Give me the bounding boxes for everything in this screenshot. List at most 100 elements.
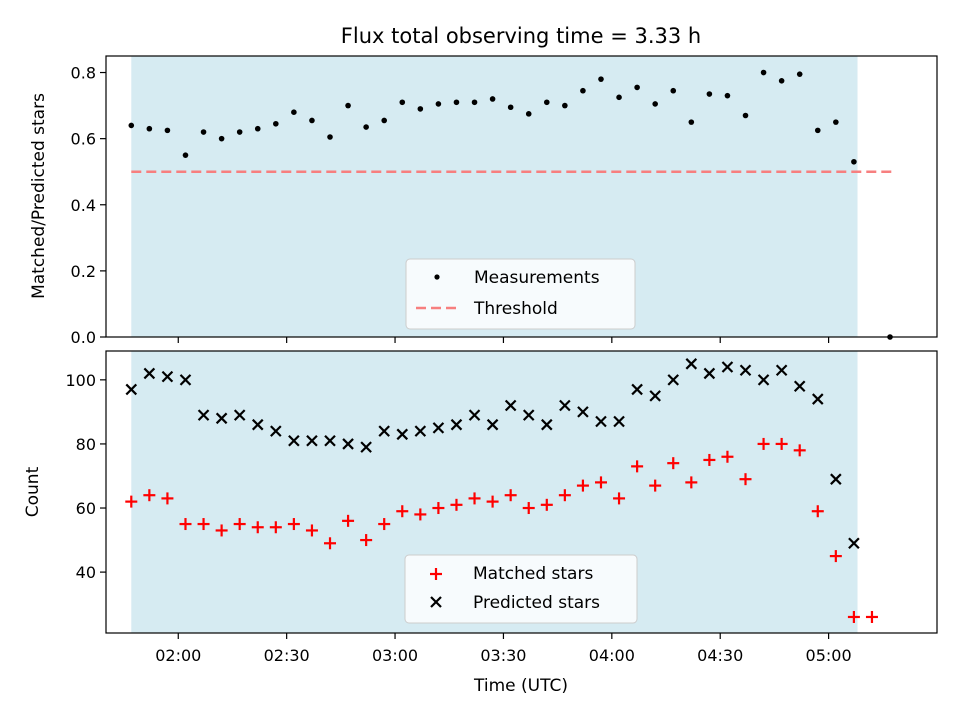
matched-star-point xyxy=(811,505,824,518)
matched-star-point xyxy=(613,492,626,505)
measurement-point xyxy=(182,152,189,158)
measurement-point xyxy=(778,77,785,84)
measurement-point xyxy=(200,129,207,135)
predicted-star-point xyxy=(522,409,535,421)
predicted-star-point xyxy=(559,399,571,412)
measurement-point xyxy=(309,117,315,124)
predicted-star-point xyxy=(396,428,409,441)
matched-star-point xyxy=(215,524,228,537)
predicted-star-point xyxy=(432,422,445,434)
predicted-star-point xyxy=(631,383,643,396)
measurement-point xyxy=(724,92,731,99)
measurement-point xyxy=(128,122,135,129)
measurement-point xyxy=(742,112,749,119)
chart-title: Flux total observing time = 3.33 h xyxy=(341,24,701,48)
matched-star-point xyxy=(631,460,644,473)
matched-star-point xyxy=(269,521,282,534)
measurement-point xyxy=(381,117,388,124)
predicted-star-point xyxy=(125,383,138,396)
top-x-ticks xyxy=(177,337,830,343)
predicted-star-point xyxy=(414,425,427,437)
predicted-star-point xyxy=(757,374,770,386)
measurement-point xyxy=(706,91,713,97)
top-y-tick-label: 0.0 xyxy=(71,328,96,347)
top-legend: Measurements Threshold xyxy=(405,258,636,330)
matched-stars-series xyxy=(125,437,878,623)
legend-label-predicted: Predicted stars xyxy=(473,593,600,613)
predicted-star-point xyxy=(793,380,806,393)
measurement-point xyxy=(814,127,821,134)
measurement-point xyxy=(543,99,550,106)
top-y-ticks: 0.0 0.2 0.4 0.6 0.8 xyxy=(71,64,106,347)
matched-star-point xyxy=(576,479,589,492)
measurement-point xyxy=(580,87,586,94)
matched-star-point xyxy=(197,518,210,531)
predicted-star-point xyxy=(450,418,463,431)
measurement-point xyxy=(688,119,695,125)
predicted-star-point xyxy=(613,415,625,428)
bottom-x-tick-label: 04:00 xyxy=(589,646,635,665)
matched-star-point xyxy=(125,495,138,508)
predicted-star-point xyxy=(848,537,860,550)
matched-star-point xyxy=(414,508,427,521)
predicted-star-point xyxy=(703,367,716,380)
bottom-x-tick-label: 04:30 xyxy=(697,646,743,665)
predicted-star-point xyxy=(775,364,788,377)
predicted-star-point xyxy=(233,409,246,421)
top-y-tick-label: 0.2 xyxy=(71,262,96,281)
measurement-point xyxy=(833,119,839,125)
predicted-star-point xyxy=(486,418,499,431)
measurement-point xyxy=(435,101,442,107)
matched-star-point xyxy=(486,495,499,508)
bottom-y-axis-label: Count xyxy=(23,466,43,517)
measurement-point xyxy=(291,109,297,115)
measurement-point xyxy=(453,99,460,106)
top-panel: 0.00.20.40.60.8 Matched/Predicted stars … xyxy=(29,55,938,347)
measurement-point xyxy=(507,104,514,111)
matched-star-point xyxy=(757,437,770,450)
measurement-point xyxy=(670,87,677,94)
bottom-y-tick-label: 60 xyxy=(76,499,96,518)
predicted-star-point xyxy=(685,358,698,370)
top-y-tick-label: 0.6 xyxy=(71,130,96,149)
measurement-point xyxy=(363,124,369,130)
bottom-x-ticks: 02:00 02:30 03:00 03:30 04:00 04:30 05:00 xyxy=(155,633,852,665)
predicted-star-point xyxy=(721,361,734,373)
x-axis-label: Time (UTC) xyxy=(473,676,568,696)
predicted-star-point xyxy=(577,406,589,418)
measurement-point xyxy=(218,135,225,142)
measurement-point xyxy=(616,94,622,101)
matched-star-point xyxy=(558,489,571,502)
measurements-series xyxy=(128,69,893,340)
bottom-legend-box xyxy=(404,554,638,624)
predicted-star-point xyxy=(306,434,318,447)
measurement-point xyxy=(254,125,261,132)
measurement-point xyxy=(399,99,406,106)
measurement-point xyxy=(236,129,243,135)
matched-star-point xyxy=(504,489,517,502)
matched-star-point xyxy=(829,550,842,563)
bottom-axes-frame xyxy=(105,350,938,634)
matched-star-point xyxy=(287,518,300,531)
predicted-star-point xyxy=(541,418,553,431)
bottom-y-tick-label: 100 xyxy=(65,371,96,390)
bottom-x-tick-label: 05:00 xyxy=(806,646,852,665)
matched-star-point xyxy=(233,518,246,531)
measurement-point xyxy=(796,71,803,77)
predicted-star-point xyxy=(143,367,156,380)
predicted-star-point xyxy=(251,418,264,431)
matched-star-point xyxy=(396,505,409,518)
bottom-x-tick-label: 03:30 xyxy=(480,646,526,665)
legend-marker-measurements xyxy=(434,274,440,280)
measurement-point xyxy=(164,127,171,134)
top-y-tick-label: 0.4 xyxy=(71,196,96,215)
matched-star-point xyxy=(865,610,878,623)
measurement-point xyxy=(327,134,333,140)
matched-star-point xyxy=(703,453,716,466)
matched-star-point xyxy=(721,450,734,463)
matched-star-point xyxy=(594,476,607,489)
bottom-y-tick-label: 40 xyxy=(76,563,96,582)
predicted-star-point xyxy=(197,409,210,421)
bottom-x-tick-label: 03:00 xyxy=(372,646,418,665)
matched-star-point xyxy=(540,498,553,511)
